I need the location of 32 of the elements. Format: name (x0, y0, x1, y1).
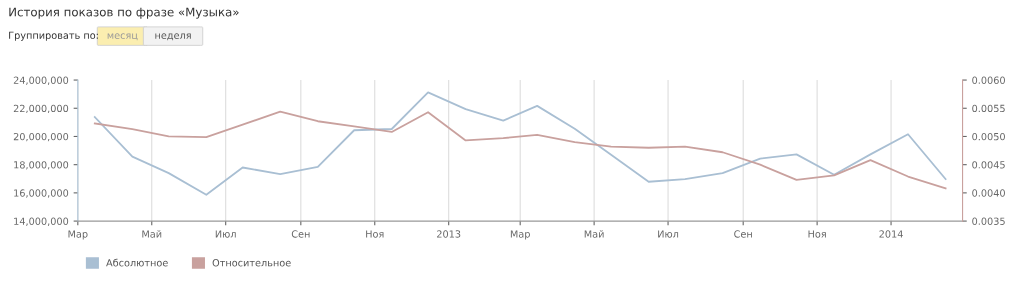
text: месяц (107, 33, 138, 41)
legend-label: Абсолютное (106, 258, 168, 267)
x-tick-label: 2013 (437, 230, 461, 238)
x-tick-label: Май (584, 230, 604, 238)
y-tick-label: 16,000,000 (14, 189, 69, 198)
x-tick-label: Ноя (366, 230, 384, 238)
x-tick-label: Мар (510, 230, 530, 240)
x-tick-label: Сен (734, 230, 752, 238)
y-tick-label: 20,000,000 (13, 132, 69, 142)
y2-tick-label: 0.0060 (972, 76, 1005, 84)
text: неделя (155, 33, 191, 41)
x-tick-label: Май (142, 230, 162, 238)
y-tick-label: 18,000,000 (14, 161, 69, 170)
y2-tick-label: 0.0040 (972, 189, 1005, 197)
y2-tick-label: 0.0035 (972, 217, 1005, 225)
y2-tick-label: 0.0050 (972, 132, 1005, 141)
y-tick-label: 22,000,000 (13, 104, 69, 114)
line-series (93, 91, 947, 196)
text: Группировать по: (9, 31, 98, 41)
x-tick-label: Ноя (808, 230, 826, 238)
legend-label: Относительное (212, 259, 291, 267)
y-tick-label: 24,000,000 (13, 76, 69, 85)
y2-tick-label: 0.0055 (972, 104, 1005, 113)
x-tick-label: Июл (215, 230, 236, 238)
y-tick-label: 14,000,000 (14, 217, 69, 226)
x-tick-label: Июл (658, 230, 679, 238)
x-tick-label: Сен (291, 230, 310, 238)
line-series (93, 110, 947, 190)
x-tick-label: Мар (68, 230, 88, 240)
chart-title: История показов по фразе «Музыка» (9, 7, 239, 19)
x-tick-label: 2014 (879, 230, 903, 238)
y2-tick-label: 0.0045 (972, 161, 1005, 169)
